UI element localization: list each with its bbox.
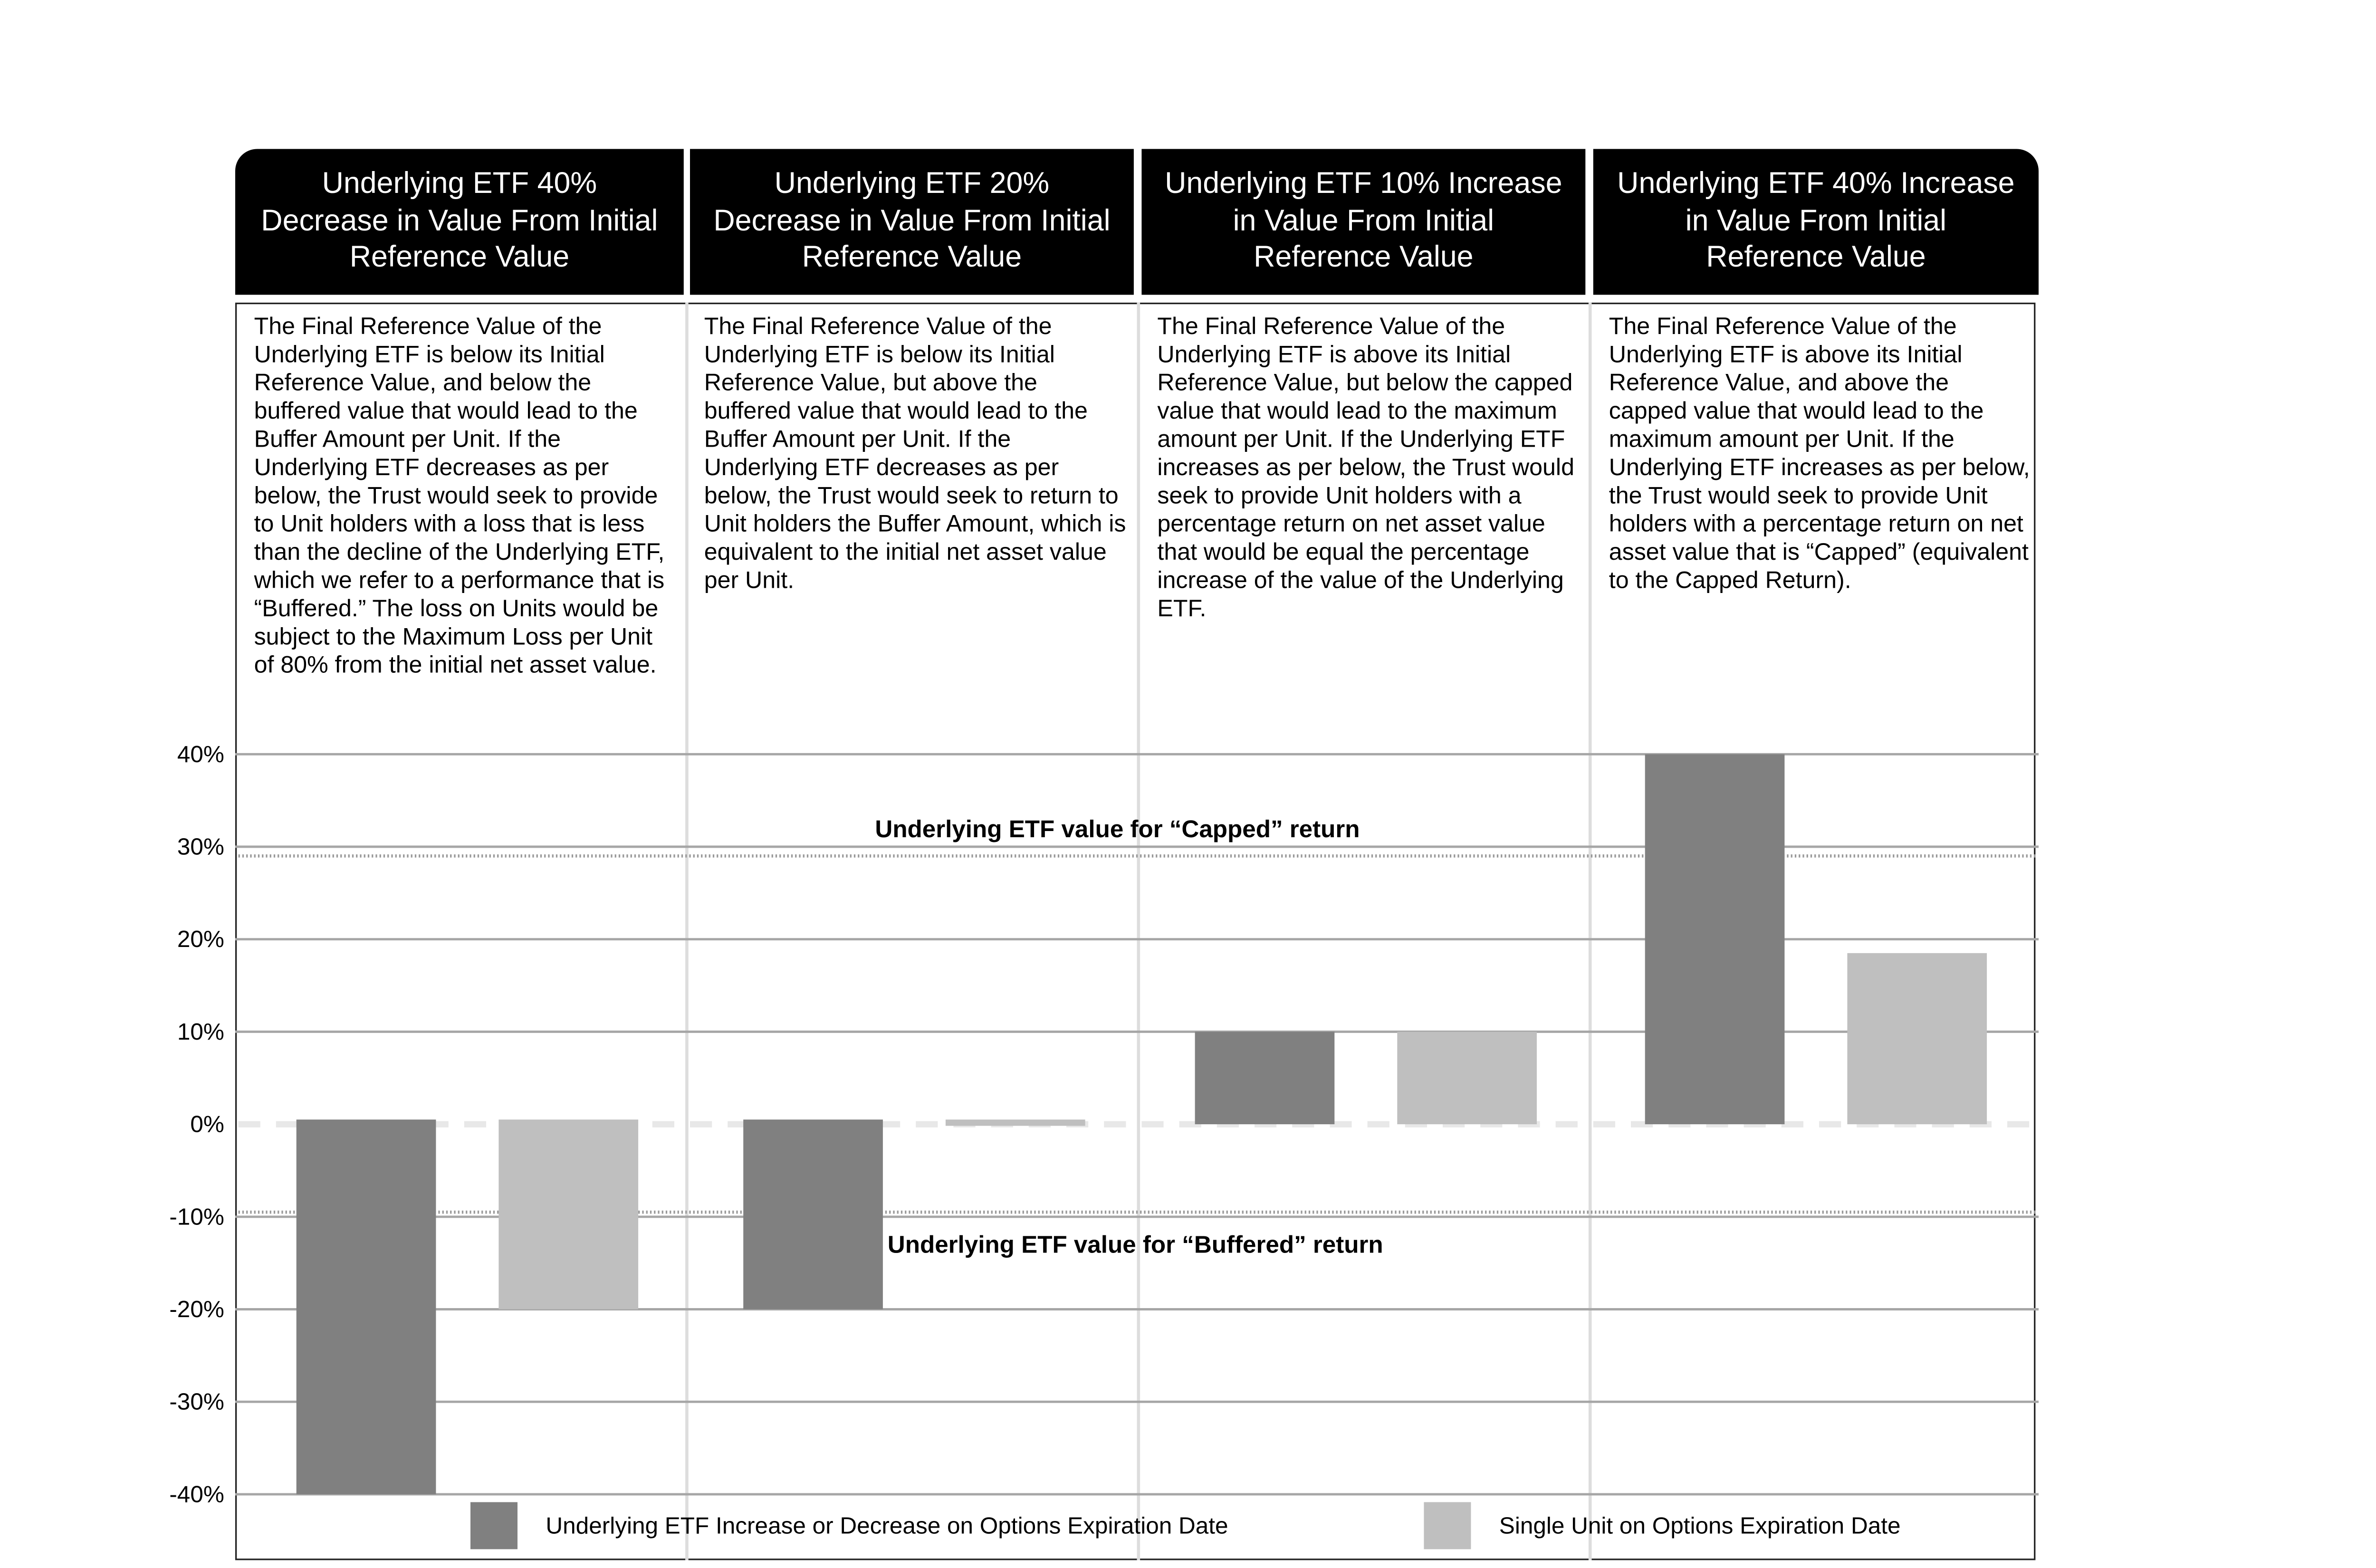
y-tick-label: 20% — [177, 926, 224, 952]
panel-header-3: Underlying ETF 10% Increase in Value Fro… — [1141, 149, 1586, 295]
legend-swatch-etf — [470, 1502, 517, 1549]
y-tick-label: -40% — [169, 1481, 224, 1507]
panel-header-1: Underlying ETF 40% Decrease in Value Fro… — [235, 149, 684, 295]
bar-unit — [1847, 953, 1987, 1125]
panel-description-2: The Final Reference Value of the Underly… — [704, 314, 1126, 594]
panel-description-4: The Final Reference Value of the Underly… — [1609, 314, 2030, 594]
legend-label-unit: Single Unit on Options Expiration Date — [1499, 1512, 1901, 1539]
bar-etf — [743, 1119, 883, 1310]
bar-etf — [1195, 1032, 1335, 1125]
bar-unit — [498, 1119, 639, 1310]
y-tick-label: 0% — [190, 1111, 224, 1138]
bar-unit — [1397, 1032, 1537, 1125]
legend-item-unit: Single Unit on Options Expiration Date — [1424, 1502, 1901, 1549]
bar-etf — [1645, 754, 1785, 1125]
legend-label-etf: Underlying ETF Increase or Decrease on O… — [546, 1512, 1228, 1539]
y-tick-label: -10% — [169, 1204, 224, 1230]
capped-reference-label: Underlying ETF value for “Capped” return — [875, 815, 1360, 842]
panel-description-3: The Final Reference Value of the Underly… — [1157, 314, 1574, 623]
legend-item-etf: Underlying ETF Increase or Decrease on O… — [470, 1502, 1228, 1549]
bar-unit — [945, 1119, 1085, 1126]
panel-header-4: Underlying ETF 40% Increase in Value Fro… — [1593, 149, 2039, 295]
legend-swatch-unit — [1424, 1502, 1471, 1549]
buffered-reference-label: Underlying ETF value for “Buffered” retu… — [888, 1231, 1383, 1258]
y-tick-label: 10% — [177, 1019, 224, 1045]
y-tick-label: 30% — [177, 834, 224, 860]
panel-description-1: The Final Reference Value of the Underly… — [254, 314, 665, 679]
y-tick-label: -30% — [169, 1389, 224, 1415]
panel-header-2: Underlying ETF 20% Decrease in Value Fro… — [690, 149, 1134, 295]
y-tick-label: -20% — [169, 1296, 224, 1322]
chart-frame — [235, 302, 2036, 1560]
y-tick-label: 40% — [177, 741, 224, 767]
bar-etf — [296, 1119, 436, 1494]
